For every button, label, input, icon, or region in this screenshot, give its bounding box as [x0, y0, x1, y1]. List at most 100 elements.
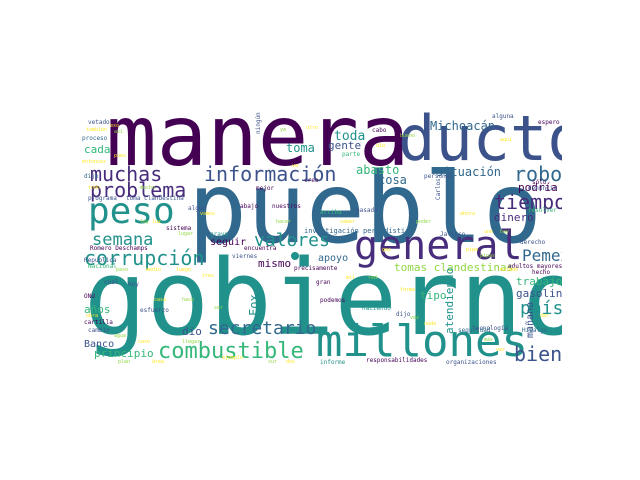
word-pipa: pipa [466, 247, 479, 253]
word-bien: bien [514, 342, 562, 366]
word-jalisco: Jalisco [440, 231, 466, 238]
word-situacion: situación [436, 165, 502, 179]
word-nacional: Nacional [88, 263, 117, 270]
word-obra: obra [86, 313, 99, 319]
word-ya: ya [280, 127, 287, 133]
word-saber: saber [340, 219, 356, 225]
word-poder: poder [416, 219, 432, 225]
word-pais: país [520, 298, 562, 319]
word-muchas: muchas [90, 162, 163, 186]
word-nuestros: nuestros [272, 203, 301, 210]
word-organizaciones: organizaciones [446, 359, 497, 366]
word-cada: cada [84, 143, 111, 156]
word-sistema: sistema [166, 225, 192, 232]
word-ningun: ningún [255, 112, 262, 134]
word-sur: sur [268, 359, 278, 365]
word-ducto: ducto [398, 108, 562, 175]
word-mejor: mejor [256, 185, 275, 192]
word-viernes: viernes [232, 253, 258, 260]
word-otro: otro [306, 125, 319, 131]
word-caso: caso [138, 339, 151, 345]
word-programa: programa [88, 195, 117, 202]
word-encuentra: encuentra [244, 245, 277, 252]
word-tecnologia: tecnología [472, 325, 509, 332]
word-forma: forma [400, 287, 416, 293]
word-tambien: también [86, 127, 108, 133]
word-mismo: mismo [258, 257, 292, 270]
word-toda: toda [334, 129, 366, 144]
word-alguna: alguna [492, 113, 514, 120]
word-semana: semana [92, 230, 154, 250]
word-dos: dos [286, 359, 296, 365]
word-tomas-clandestinas: tomas clandestinas [394, 261, 514, 274]
word-proceso: proceso [82, 135, 108, 142]
word-problema: problema [90, 178, 187, 202]
word-vez: vez [410, 315, 420, 321]
word-gasolina: gasolina [516, 287, 562, 300]
word-luz: luz [152, 219, 162, 225]
word-dijo: dijo [396, 311, 411, 318]
word-combustible: combustible [158, 339, 304, 364]
word-personal: personal [424, 173, 453, 180]
word-grave: grave [210, 231, 229, 238]
word-romero: Romero Deschamps [90, 245, 148, 252]
word-hay: hay [500, 229, 510, 235]
word-red: red [368, 275, 378, 281]
word-dinero: dinero [494, 211, 534, 224]
word-tres: tres [202, 273, 215, 279]
word-seguir: seguir [210, 237, 247, 248]
word-gobierno: gobierno [84, 237, 562, 359]
word-robo: robo [514, 162, 562, 186]
word-gente: gente [328, 139, 362, 152]
word-mil: mil [346, 275, 356, 281]
word-podemos: podemos [320, 297, 346, 304]
word-atendiendo: atendiendo [443, 267, 456, 334]
word-hacer: hacer [276, 219, 292, 225]
word-abajo: abajo [240, 203, 259, 210]
word-eso: eso [110, 123, 120, 129]
word-corrupcion: corrupción [84, 246, 205, 270]
word-cosa: cosa [378, 173, 407, 187]
word-valores: valores [254, 230, 330, 251]
word-general: general [354, 223, 523, 269]
word-responsabilidades: responsabilidades [366, 357, 428, 364]
word-cabo: cabo [372, 127, 387, 134]
word-mucho: mucho [140, 185, 156, 191]
word-asi: así [114, 129, 124, 135]
word-adultos-mayores: adultos mayores [508, 263, 562, 270]
word-anos: años [84, 303, 111, 316]
word-denuncia: denuncia [528, 185, 557, 192]
word-casa: casa [154, 297, 167, 303]
word-pipas: pipas [480, 253, 496, 259]
word-informacion: información [204, 162, 337, 186]
word-arriba: arriba [320, 209, 342, 216]
word-republica: Republica [84, 257, 117, 264]
word-cambio: cambio [88, 327, 110, 334]
word-dije: dije [84, 173, 99, 180]
word-peso: peso [88, 191, 175, 232]
word-gas: gas [382, 247, 392, 253]
word-algun: algún [188, 205, 207, 212]
word-secretario: secretario [208, 318, 317, 339]
word-millones: millones [316, 316, 528, 367]
word-mas: más [484, 337, 494, 343]
word-cartilla: cartilla [84, 319, 113, 326]
word-informe: informe [320, 359, 346, 366]
word-principio: principio [94, 347, 154, 360]
word-lugar: lugar [178, 231, 194, 237]
word-cloud: gobierno pueblo manera ducto millones pe… [80, 108, 562, 370]
word-medio: medio [146, 267, 162, 273]
word-cual: cual [104, 279, 119, 286]
word-dar: dar [540, 313, 550, 319]
word-uno: uno [484, 229, 494, 235]
word-hecho: hecho [532, 269, 551, 276]
word-hoy: hoy [128, 281, 139, 288]
word-todo: todo [88, 185, 101, 191]
word-va: va [292, 163, 299, 169]
word-plan: plan [118, 359, 131, 365]
word-resolver: resolver [528, 207, 557, 214]
word-pues: pues [114, 153, 127, 159]
word-esfuerzo: esfuerzo [140, 307, 169, 314]
word-luego: luego [176, 267, 192, 273]
word-espero: espero [538, 119, 560, 126]
